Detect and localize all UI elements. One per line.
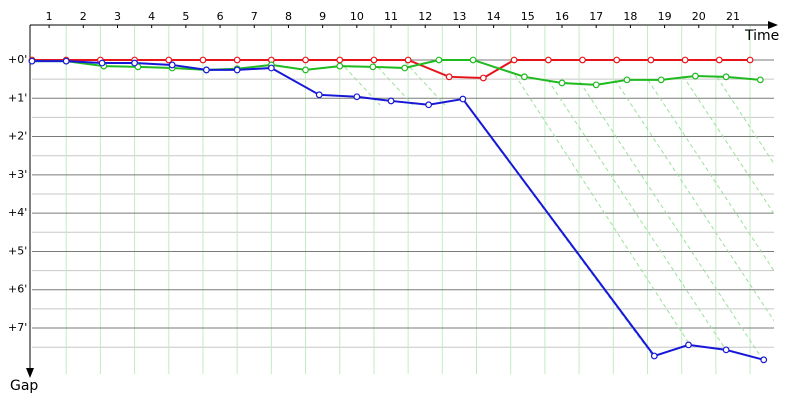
data-point [233,56,241,64]
data-point [425,101,433,109]
lapping-guides [339,61,774,361]
guide [372,61,414,106]
data-point [623,76,631,84]
series-line [32,58,761,86]
x-tick-label: 3 [114,10,121,23]
data-point [760,356,768,364]
guide [682,75,774,215]
data-point [369,63,377,71]
data-point [479,74,487,82]
data-point [336,62,344,70]
guide [579,81,764,361]
data-point [165,56,173,64]
series-line [32,58,751,79]
data-point [62,57,70,65]
guide [339,61,381,106]
x-tick-label: 13 [452,10,466,23]
data-point [302,56,309,64]
data-point [435,56,443,64]
data-point [647,56,655,64]
data-point [401,64,409,72]
data-point [510,56,518,64]
guide [404,61,446,106]
data-point [353,93,361,101]
x-tick-label: 2 [80,10,87,23]
y-tick-label: +6' [8,283,27,296]
x-tick-label: 16 [555,10,569,23]
guide [716,76,774,165]
x-tick-label: 14 [487,10,501,23]
x-tick-label: 12 [418,10,432,23]
data-point [267,64,275,72]
y-axis-label: Gap [10,378,38,394]
guide [514,74,691,346]
data-point [722,73,730,81]
data-point [756,76,764,84]
x-tick-label: 1 [46,10,53,23]
y-tick-label: +2' [8,130,27,143]
guide [614,79,774,322]
guide [647,79,774,272]
data-point [722,346,730,354]
guide [547,79,727,351]
data-point [336,56,344,64]
x-tick-label: 7 [251,10,258,23]
data-point [520,73,528,81]
data-point [691,72,699,80]
data-point [685,341,692,349]
x-tick-label: 21 [726,10,740,23]
data-point [387,97,395,105]
y-tick-label: +7' [8,321,27,334]
x-tick-label: 4 [148,10,155,23]
data-point [579,56,586,64]
data-point [131,59,138,67]
data-point [168,61,176,69]
data-point [315,91,323,99]
data-point [746,56,754,64]
x-tick-label: 9 [319,10,326,23]
data-point [370,56,378,64]
y-tick-label: +5' [8,244,27,257]
x-axis-label: Time [744,28,779,44]
y-tick-label: +1' [8,91,27,104]
x-tick-label: 5 [182,10,189,23]
data-point [613,56,621,64]
data-point [98,59,106,67]
y-tick-label: +3' [8,168,27,181]
data-point [404,56,412,64]
data-point [657,76,665,84]
data-point [558,79,566,87]
series-line [32,60,764,361]
y-tick-label: +4' [8,206,27,219]
data-point [592,81,600,89]
data-point [715,56,723,64]
x-tick-label: 18 [623,10,637,23]
x-tick-label: 15 [521,10,535,23]
data-point [199,56,207,64]
x-tick-label: 10 [350,10,364,23]
y-tick-label: +0' [8,53,27,66]
x-tick-label: 11 [384,10,398,23]
data-point [28,57,36,65]
data-point [459,95,467,103]
x-tick-label: 20 [692,10,706,23]
data-point [233,66,241,74]
data-point [544,56,552,64]
y-arrow [26,368,34,378]
data-point [681,56,689,64]
data-point [469,56,477,64]
data-point [445,73,453,81]
x-tick-label: 19 [658,10,672,23]
data-point [302,66,309,74]
x-tick-label: 6 [217,10,224,23]
x-arrow [768,21,778,29]
x-tick-label: 17 [589,10,603,23]
x-tick-label: 8 [285,10,292,23]
data-point [650,352,658,360]
data-point [202,66,210,74]
